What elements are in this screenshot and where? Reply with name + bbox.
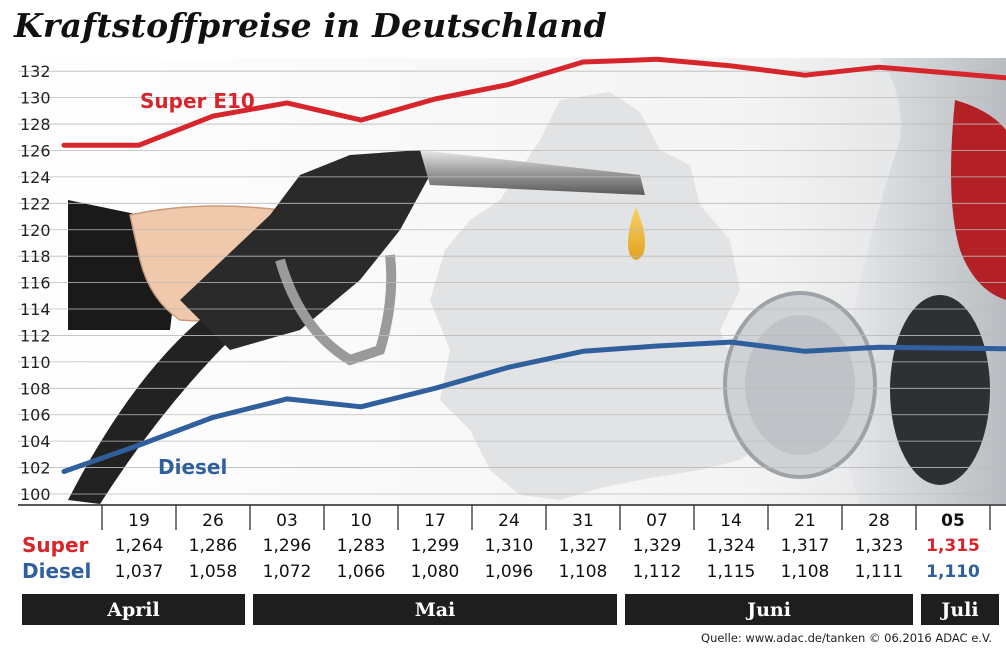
x-tick-label: 21 [794,511,816,531]
y-tick-label: 124 [20,168,51,187]
data-label-diesel: 1,066 [336,562,386,582]
x-axis: 19 26 03 10 17 24 31 07 14 21 28 05 [128,511,965,531]
x-tick-label: 03 [276,511,298,531]
data-label-super: 1,296 [262,536,312,556]
y-tick-label: 130 [20,89,51,108]
data-label-super: 1,299 [410,536,460,556]
y-tick-label: 120 [20,221,51,240]
x-tick-label: 19 [128,511,150,531]
data-label-diesel: 1,115 [706,562,756,582]
data-label-super: 1,323 [854,536,904,556]
table-label-diesel: Diesel [22,559,92,583]
y-tick-label: 106 [20,406,51,425]
fuel-drop-icon [628,207,645,260]
series-label-diesel: Diesel [158,455,227,479]
data-label-super: 1,327 [558,536,608,556]
x-tick-label: 14 [720,511,742,531]
source-credit: Quelle: www.adac.de/tanken © 06.2016 ADA… [701,631,992,645]
series-lines [61,56,1006,474]
x-tick-label: 05 [941,511,965,531]
x-tick-label: 28 [868,511,890,531]
y-tick-label: 110 [20,353,51,372]
table-label-super: Super [22,533,89,557]
data-label-diesel: 1,072 [262,562,312,582]
x-tick-label: 24 [498,511,520,531]
data-label-super: 1,315 [926,536,980,556]
data-label-super: 1,317 [780,536,830,556]
y-axis: 100 102 104 106 108 110 112 114 116 118 120 122 124 1… [20,62,51,504]
data-label-diesel: 1,096 [484,562,534,582]
x-tick-label: 10 [350,511,372,531]
data-label-super: 1,310 [484,536,534,556]
month-bar-mai: Mai [253,594,617,625]
fuel-nozzle-image [68,150,645,504]
data-label-super: 1,324 [706,536,756,556]
series-line-super-e10 [61,56,1006,148]
data-label-diesel: 1,037 [114,562,164,582]
y-tick-label: 132 [20,62,51,81]
data-label-super: 1,286 [188,536,238,556]
series-line-diesel [61,339,1006,474]
series-label-super-e10: Super E10 [140,89,255,113]
data-label-diesel: 1,108 [558,562,608,582]
month-bar-juni: Juni [625,594,913,625]
data-label-diesel: 1,108 [780,562,830,582]
y-tick-label: 100 [20,485,51,504]
data-label-diesel: 1,110 [926,562,980,582]
data-label-diesel: 1,111 [854,562,904,582]
data-label-super: 1,283 [336,536,386,556]
y-tick-label: 104 [20,432,51,451]
data-label-super: 1,264 [114,536,164,556]
data-label-diesel: 1,112 [632,562,682,582]
x-tick-label: 17 [424,511,446,531]
y-tick-label: 112 [20,326,51,345]
y-tick-label: 102 [20,459,51,478]
x-tick-label: 26 [202,511,224,531]
y-tick-label: 126 [20,141,51,160]
month-bar-juli: Juli [921,594,999,625]
y-tick-label: 108 [20,379,51,398]
data-label-diesel: 1,080 [410,562,460,582]
x-tick-label: 31 [572,511,594,531]
car-image [842,58,1006,504]
y-tick-label: 116 [20,274,51,293]
page-title: Kraftstoffpreise in Deutschland [14,6,607,45]
x-tick-label: 07 [646,511,668,531]
grid-lines [18,70,1006,495]
y-tick-label: 128 [20,115,51,134]
y-tick-label: 122 [20,194,51,213]
y-tick-label: 114 [20,300,51,319]
month-bar-april: April [22,594,245,625]
fuel-cap-image [723,291,877,479]
x-axis-dividers [101,505,991,530]
data-label-diesel: 1,058 [188,562,238,582]
germany-map-shape [430,92,770,500]
data-label-super: 1,329 [632,536,682,556]
y-tick-label: 118 [20,247,51,266]
